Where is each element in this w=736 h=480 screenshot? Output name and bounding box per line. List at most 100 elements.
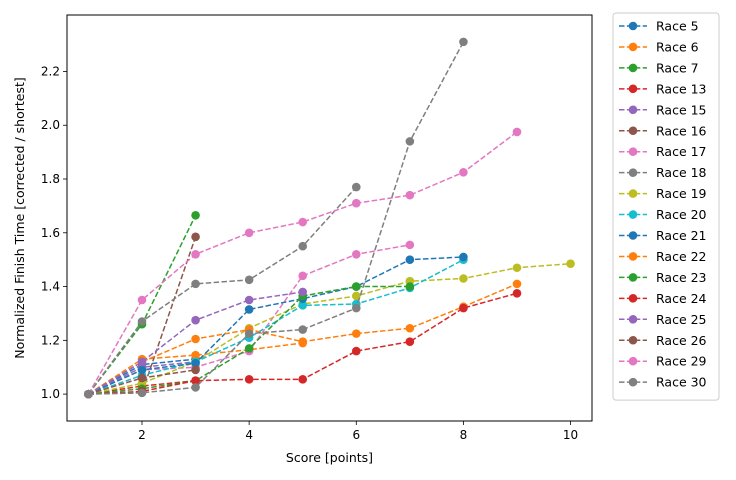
data-point: [298, 271, 308, 281]
plot-frame: [66, 14, 593, 422]
data-point: [512, 263, 522, 273]
legend-marker: [628, 231, 638, 240]
series-line: [88, 41, 465, 395]
legend-label: Race 15: [656, 102, 707, 117]
y-axis-label: Normalized Finish Time [corrected / shor…: [12, 77, 27, 359]
data-point: [244, 375, 254, 384]
legend-item: Race 20: [619, 207, 707, 222]
legend-label: Race 13: [656, 81, 707, 96]
data-point: [459, 274, 468, 283]
data-point: [244, 344, 254, 353]
legend-label: Race 21: [656, 228, 707, 243]
series-layer: [84, 37, 575, 399]
legend-item: Race 6: [619, 39, 699, 54]
y-tick-label: 1.8: [41, 172, 60, 186]
data-point: [459, 167, 468, 177]
data-point: [298, 217, 308, 227]
legend-marker: [628, 126, 638, 136]
data-point: [351, 182, 361, 192]
data-point: [137, 295, 147, 305]
data-point: [351, 346, 361, 356]
data-point: [137, 357, 147, 367]
y-tick-label: 1.2: [41, 333, 60, 347]
legend-item: Race 26: [619, 333, 707, 348]
data-point: [191, 249, 200, 259]
data-point: [351, 329, 361, 338]
legend-marker: [628, 335, 638, 345]
series-line: [88, 262, 571, 395]
legend-marker: [628, 63, 638, 73]
legend-label: Race 30: [656, 375, 707, 390]
data-point: [405, 323, 415, 333]
data-point: [191, 334, 200, 344]
data-point: [137, 317, 147, 326]
data-point: [191, 279, 200, 289]
legend-label: Race 16: [656, 123, 707, 138]
legend-item: Race 21: [619, 228, 707, 243]
legend-label: Race 7: [656, 60, 699, 75]
data-point: [566, 259, 575, 269]
data-point: [351, 249, 361, 259]
legend-label: Race 17: [656, 144, 707, 159]
data-point: [512, 279, 522, 289]
legend-label: Race 18: [656, 165, 707, 180]
y-tick-label: 2.2: [41, 64, 60, 78]
data-point: [191, 232, 200, 242]
legend-item: Race 25: [619, 312, 707, 327]
y-tick-label: 2.0: [41, 118, 60, 132]
data-point: [351, 291, 361, 301]
series-line: [87, 186, 357, 395]
legend-item: Race 7: [619, 60, 699, 75]
legend-item: Race 15: [619, 102, 707, 117]
series-line: [88, 256, 464, 395]
data-point: [191, 383, 200, 392]
series-race-24: [84, 288, 522, 399]
legend-marker: [628, 315, 638, 324]
data-point: [405, 282, 415, 291]
x-axis: 2 4 6 8 10: [138, 421, 578, 442]
data-point: [512, 127, 522, 137]
series-line: [88, 379, 196, 395]
legend-marker: [628, 147, 638, 156]
legend-item: Race 16: [619, 123, 707, 138]
legend-marker: [628, 377, 638, 387]
legend-item: Race 13: [619, 81, 707, 96]
data-point: [351, 303, 361, 313]
series-race-19: [84, 259, 575, 399]
legend-label: Race 25: [656, 312, 707, 327]
legend-label: Race 19: [656, 186, 707, 201]
legend-item: Race 5: [619, 19, 699, 34]
series-line: [88, 358, 196, 395]
x-tick-label: 2: [138, 428, 146, 442]
x-tick-label: 8: [460, 428, 468, 442]
x-tick-label: 10: [563, 428, 578, 442]
data-point: [298, 337, 308, 346]
data-point: [137, 388, 147, 398]
legend-marker: [628, 42, 638, 52]
legend-label: Race 26: [656, 333, 707, 348]
data-point: [512, 288, 522, 298]
x-tick-label: 4: [245, 428, 253, 442]
data-point: [459, 252, 468, 262]
data-point: [84, 389, 93, 399]
legend-marker: [628, 273, 638, 282]
legend-item: Race 23: [619, 270, 707, 285]
legend-label: Race 22: [656, 249, 707, 264]
data-point: [244, 228, 254, 238]
data-point: [298, 301, 308, 310]
legend-marker: [628, 21, 638, 31]
data-point: [298, 287, 308, 297]
data-point: [244, 305, 254, 314]
legend-item: Race 24: [619, 291, 707, 306]
data-point: [405, 255, 415, 264]
data-point: [191, 358, 200, 368]
data-point: [244, 295, 254, 305]
y-tick-label: 1.6: [41, 226, 60, 240]
series-line: [87, 131, 518, 395]
x-axis-label: Score [points]: [286, 450, 373, 465]
data-point: [405, 190, 415, 200]
legend-marker: [628, 189, 638, 198]
data-point: [405, 240, 415, 250]
y-axis: 1.0 1.2 1.4 1.6 1.8 2.0 2.2: [41, 64, 67, 401]
